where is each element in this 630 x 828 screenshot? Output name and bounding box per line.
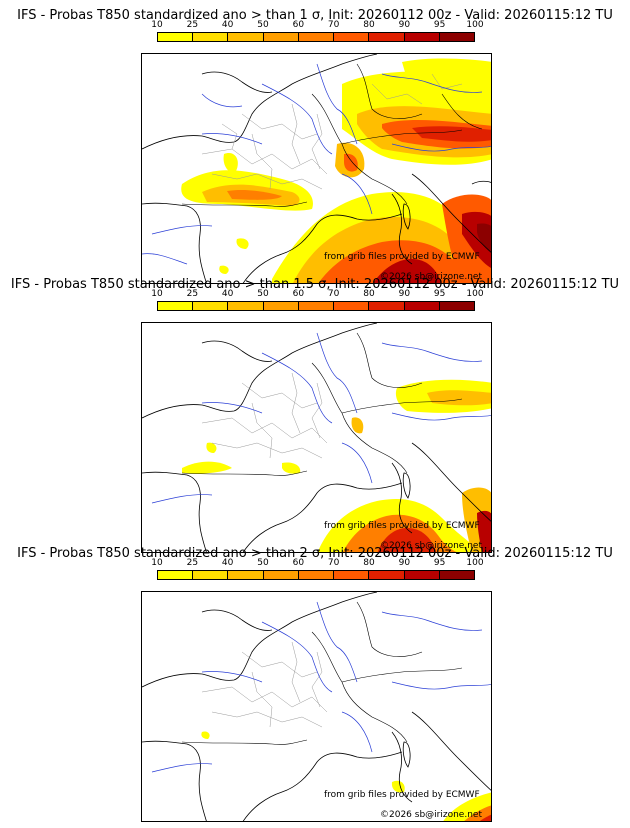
probability-shading: [181, 58, 491, 283]
colorbar-segment: [369, 571, 405, 579]
colorbar-tick-label: 95: [433, 289, 446, 299]
rivers: [151, 601, 491, 773]
colorbar-segment: [193, 571, 229, 579]
colorbar: [157, 32, 475, 42]
colorbar-segment: [298, 302, 335, 310]
colorbar-tick-labels: 10 25 40 50 60 70 80 90 95 100: [151, 289, 483, 301]
colorbar-segment: [298, 33, 335, 41]
colorbar-tick-label: 90: [398, 558, 411, 568]
colorbar-segment: [263, 302, 299, 310]
colorbar-tick-label: 50: [257, 20, 269, 30]
colorbar-segment: [369, 302, 405, 310]
probability-shading: [201, 731, 491, 821]
copyright-credit: ©2026 sb@irizone.net: [380, 541, 482, 551]
colorbar: [157, 570, 475, 580]
colorbar-tick-label: 60: [292, 558, 305, 568]
colorbar-segment: [404, 571, 440, 579]
source-credit: from grib files provided by ECMWF: [324, 521, 480, 531]
probability-map: from grib files provided by ECMWF ©2026 …: [141, 322, 492, 553]
colorbar-tick-label: 60: [292, 20, 305, 30]
country-borders: [181, 332, 463, 476]
rivers: [142, 63, 491, 265]
colorbar: [157, 301, 475, 311]
copyright-credit: ©2026 sb@irizone.net: [380, 272, 482, 282]
map-panel-3: IFS - Probas T850 standardized ano > tha…: [0, 546, 630, 822]
map-panel-2: IFS - Probas T850 standardized ano > tha…: [0, 277, 630, 553]
colorbar-segment: [404, 33, 440, 41]
panel-title: IFS - Probas T850 standardized ano > tha…: [17, 546, 613, 561]
colorbar-tick-label: 60: [292, 289, 305, 299]
colorbar-segment: [439, 302, 474, 310]
colorbar-tick-label: 100: [466, 20, 484, 30]
admin-boundaries: [201, 372, 328, 459]
colorbar-tick-label: 100: [466, 289, 484, 299]
coastlines: [142, 323, 491, 552]
colorbar-segment: [263, 33, 299, 41]
colorbar-tick-label: 70: [327, 20, 340, 30]
colorbar-tick-label: 70: [327, 289, 340, 299]
panel-title: IFS - Probas T850 standardized ano > tha…: [17, 8, 613, 23]
colorbar-tick-label: 80: [363, 20, 375, 30]
colorbar-segment: [158, 571, 194, 579]
colorbar-tick-label: 10: [151, 289, 163, 299]
probability-map: from grib files provided by ECMWF ©2026 …: [141, 591, 492, 822]
copyright-credit: ©2026 sb@irizone.net: [380, 810, 482, 820]
colorbar-segment: [228, 571, 264, 579]
colorbar-segment: [404, 302, 440, 310]
colorbar-tick-label: 40: [221, 289, 234, 299]
source-credit: from grib files provided by ECMWF: [324, 252, 480, 262]
colorbar-segment: [334, 302, 370, 310]
colorbar-segment: [263, 571, 299, 579]
colorbar-tick-label: 80: [363, 558, 375, 568]
colorbar-segment: [334, 571, 370, 579]
colorbar-segment: [298, 571, 335, 579]
colorbar-segment: [439, 571, 474, 579]
colorbar-tick-label: 50: [257, 289, 269, 299]
colorbar-tick-labels: 10 25 40 50 60 70 80 90 95 100: [151, 20, 483, 32]
colorbar-segment: [193, 302, 229, 310]
country-borders: [181, 601, 463, 745]
colorbar-tick-label: 25: [186, 289, 199, 299]
colorbar-tick-label: 40: [221, 558, 234, 568]
panel-title: IFS - Probas T850 standardized ano > tha…: [10, 277, 620, 292]
probability-map: from grib files provided by ECMWF ©2026 …: [141, 53, 492, 284]
coastlines: [142, 592, 491, 821]
colorbar-segment: [158, 33, 194, 41]
map-panel-1: IFS - Probas T850 standardized ano > tha…: [0, 8, 630, 284]
colorbar-tick-label: 25: [186, 20, 199, 30]
colorbar-segment: [228, 302, 264, 310]
colorbar-tick-label: 100: [466, 558, 484, 568]
rivers: [151, 332, 491, 504]
colorbar-tick-label: 10: [151, 558, 163, 568]
coastlines: [142, 54, 491, 283]
colorbar-tick-label: 25: [186, 558, 199, 568]
colorbar-tick-label: 95: [433, 558, 446, 568]
colorbar-segment: [369, 33, 405, 41]
admin-boundaries: [201, 73, 463, 190]
colorbar-segment: [193, 33, 229, 41]
colorbar-tick-labels: 10 25 40 50 60 70 80 90 95 100: [151, 558, 483, 570]
colorbar-tick-label: 50: [257, 558, 269, 568]
colorbar-tick-label: 80: [363, 289, 375, 299]
country-borders: [181, 63, 483, 207]
colorbar-segment: [334, 33, 370, 41]
colorbar-tick-label: 70: [327, 558, 340, 568]
colorbar-segment: [439, 33, 474, 41]
colorbar-tick-label: 40: [221, 20, 234, 30]
probability-shading: [182, 379, 491, 552]
colorbar-tick-label: 10: [151, 20, 163, 30]
colorbar-segment: [158, 302, 194, 310]
colorbar-segment: [228, 33, 264, 41]
colorbar-tick-label: 90: [398, 289, 411, 299]
colorbar-tick-label: 95: [433, 20, 446, 30]
admin-boundaries: [201, 641, 328, 728]
source-credit: from grib files provided by ECMWF: [324, 790, 480, 800]
colorbar-tick-label: 90: [398, 20, 411, 30]
